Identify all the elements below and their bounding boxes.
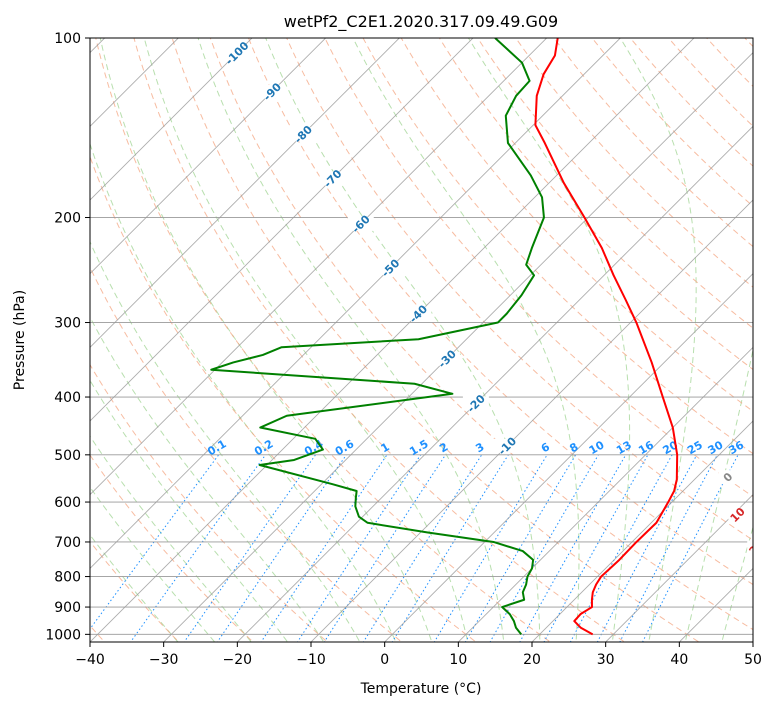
isotherm-line (90, 38, 621, 569)
isotherms (90, 38, 753, 642)
dry-adiabat-line (400, 38, 753, 412)
y-tick-label: 800 (54, 570, 81, 586)
isotherm-line (457, 346, 753, 642)
isotherm-line (90, 38, 695, 642)
x-tick-label: −30 (149, 652, 179, 668)
mixing-ratio-line (183, 454, 316, 642)
x-tick-label: −10 (296, 652, 326, 668)
isotherm-line (163, 52, 753, 642)
y-tick-label: 300 (54, 316, 81, 332)
dry-adiabat-line (90, 155, 477, 642)
mixing-ratio-line (596, 454, 698, 642)
dry-adiabat-label-bg (319, 171, 346, 186)
plot-background (90, 38, 753, 642)
x-tick-label: 30 (597, 652, 615, 668)
dry-adiabat-label-bg (405, 306, 432, 321)
dry-adiabat-line (770, 25, 775, 647)
x-tick-label: 10 (449, 652, 467, 668)
x-tick-label: 50 (744, 652, 762, 668)
x-axis-ticks: −40 −30 −20 −10 0 10 20 30 40 50 (75, 642, 762, 668)
isotherm-line (384, 273, 753, 642)
y-tick-label: 500 (54, 448, 81, 464)
dry-adiabat-label-bg (462, 396, 489, 411)
x-tick-label: −40 (75, 652, 105, 668)
dry-adiabat-label-bg (433, 351, 460, 366)
isotherm-line (90, 38, 327, 275)
isotherm-line (531, 420, 753, 642)
x-tick-label: 40 (670, 652, 688, 668)
dry-adiabat-line (90, 266, 403, 642)
x-tick-label: 20 (523, 652, 541, 668)
mixing-ratio-line (296, 454, 422, 642)
dry-adiabat-label-bg (290, 127, 317, 142)
dry-adiabat-line (133, 38, 626, 642)
dry-adiabat-line (324, 38, 753, 498)
moist-adiabat-label: 40 (761, 603, 775, 623)
mixing-ratio-lines (90, 454, 739, 642)
isotherm-line (236, 125, 753, 642)
dry-adiabat-label-bg (347, 216, 374, 231)
y-tick-label: 900 (54, 600, 81, 616)
mixing-ratio-line (391, 454, 509, 642)
y-tick-label: 600 (54, 495, 81, 511)
chart-title: wetPf2_C2E1.2020.317.09.49.G09 (284, 12, 558, 32)
isotherm-line (90, 38, 400, 348)
x-tick-label: 0 (380, 652, 389, 668)
dry-adiabat-label-bg (377, 260, 404, 275)
dewpoint-trace (210, 38, 545, 635)
moist-adiabat-line (90, 240, 361, 642)
isotherm-line (605, 494, 753, 642)
dry-adiabat-line (247, 38, 753, 586)
mixing-ratio-line (619, 454, 718, 642)
y-tick-label: 700 (54, 535, 81, 551)
mixing-ratio-line (323, 454, 446, 642)
dry-adiabat-line (286, 38, 753, 541)
mixing-ratio-line (519, 454, 627, 642)
isotherm-line (90, 38, 548, 496)
dry-adiabat-line (171, 38, 700, 642)
dry-adiabat-label-bg (259, 84, 286, 99)
dry-adiabat-line (438, 38, 753, 371)
isotherm-line (90, 38, 179, 127)
mixing-ratio-line (489, 454, 599, 642)
dry-adiabat-line (95, 38, 552, 642)
x-tick-label: −20 (223, 652, 253, 668)
dry-adiabat-label-bg (494, 438, 521, 453)
y-tick-label: 100 (54, 31, 81, 47)
y-axis-label: Pressure (hPa) (12, 290, 28, 390)
mixing-ratio-line (362, 454, 483, 642)
moist-adiabat-label: 20 (747, 538, 767, 558)
moist-adiabat-label-bg (757, 575, 775, 589)
moist-adiabat-label: 30 (756, 572, 775, 592)
moist-adiabat-label-bg (747, 540, 753, 555)
moist-adiabat-label-bg (761, 606, 775, 620)
dry-adiabat-label-bg (223, 46, 250, 61)
profile-traces (210, 38, 679, 636)
mixing-ratio-line (433, 454, 548, 642)
y-tick-label: 1000 (45, 627, 81, 643)
isobars (90, 38, 753, 635)
dry-adiabat-line (362, 38, 753, 455)
dry-adiabat-line (90, 454, 254, 642)
plot-frame (89, 37, 754, 643)
mixing-ratio-line (216, 454, 347, 642)
isotherm-line (310, 199, 753, 642)
dry-adiabat-line (90, 363, 329, 642)
mixing-ratio-line (642, 454, 739, 642)
y-tick-label: 400 (54, 390, 81, 406)
x-axis-label: Temperature (°C) (360, 681, 482, 697)
dry-adiabat-line (476, 38, 753, 329)
isotherm-line (90, 38, 474, 422)
isotherm-line (90, 38, 253, 201)
y-tick-label: 200 (54, 211, 81, 227)
y-axis-ticks: 100 200 300 400 500 600 700 800 900 1000 (45, 31, 90, 643)
moist-adiabat-label-bg (728, 507, 747, 522)
temperature-trace (534, 38, 679, 636)
moist-adiabat-label-bg (718, 470, 737, 485)
